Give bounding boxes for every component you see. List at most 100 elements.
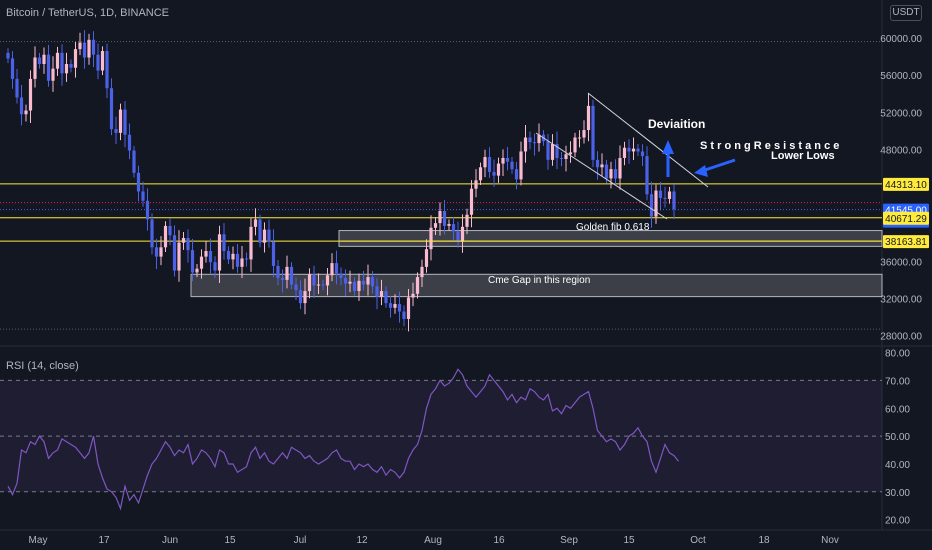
candle-series (6, 30, 676, 332)
candle-body (60, 52, 64, 74)
rsi-tick-label: 80.00 (885, 349, 910, 360)
candle-body (145, 200, 150, 220)
candle-body (442, 211, 447, 226)
price-tick-label: 60000.00 (880, 34, 922, 45)
deviation-label: Deviaition (648, 117, 705, 131)
candle-body (118, 109, 123, 133)
candle-body (568, 152, 573, 155)
candle-body (69, 64, 73, 68)
candle-body (55, 52, 60, 69)
time-tick-label: 17 (98, 535, 110, 546)
price-tick-label: 32000.00 (880, 294, 922, 305)
golden-fib-label: Golden fib 0.618 (576, 222, 650, 233)
candle-body (249, 226, 253, 260)
time-tick-label: 18 (758, 535, 770, 546)
candle-body (262, 229, 267, 243)
candle-body (154, 247, 159, 257)
candle-body (51, 68, 55, 81)
candle-body (253, 219, 258, 227)
candle-body (330, 263, 334, 276)
candle-body (271, 241, 276, 266)
candle-body (528, 137, 532, 143)
channel-lower-line[interactable] (535, 132, 668, 220)
time-tick-label: 15 (623, 535, 635, 546)
candle-body (613, 169, 618, 179)
candle-body (150, 219, 154, 248)
candle-body (622, 147, 627, 158)
candle-body (523, 137, 528, 152)
candle-body (411, 293, 415, 298)
price-tick-label: 36000.00 (880, 257, 922, 268)
candle-body (384, 291, 388, 304)
candle-body (298, 290, 303, 304)
candle-body (654, 190, 658, 217)
price-tag-text: 41545.00 (885, 206, 927, 217)
lower-lows-label: Lower Lows (771, 150, 835, 162)
candle-body (190, 250, 195, 273)
candle-body (361, 280, 366, 285)
candle-body (199, 256, 204, 269)
annotation-texts: Deviaition S t r o n g R e s i s t a n c … (488, 117, 839, 286)
candle-body (312, 274, 316, 286)
candle-body (505, 157, 510, 162)
resistance-arrow-head (694, 165, 708, 177)
price-tick-label: 28000.00 (880, 332, 922, 343)
candle-body (649, 194, 654, 217)
candle-body (276, 265, 280, 279)
candle-body (366, 277, 370, 285)
candle-body (195, 268, 199, 273)
candle-body (379, 291, 384, 297)
candle-body (402, 311, 406, 319)
time-tick-label: Aug (424, 535, 442, 546)
candle-body (559, 157, 564, 159)
candle-body (24, 110, 28, 115)
candle-body (204, 251, 208, 257)
candle-body (217, 234, 222, 271)
candle-body (663, 197, 667, 199)
rsi-tick-label: 60.00 (885, 404, 910, 415)
candle-body (375, 286, 379, 297)
price-axis: 28000.00 32000.00 36000.00 48000.00 52000.00… (880, 34, 922, 343)
candle-body (64, 64, 69, 74)
currency-badge[interactable]: USDT (890, 5, 922, 21)
candle-body (186, 238, 190, 251)
candle-body (15, 78, 19, 98)
candle-body (177, 242, 181, 271)
candle-body (181, 238, 186, 243)
candle-body (226, 251, 231, 260)
candle-body (258, 219, 262, 243)
candle-body (618, 157, 622, 179)
candle-body (339, 273, 343, 279)
candle-body (343, 278, 348, 284)
candle-body (28, 78, 33, 111)
candle-body (87, 39, 91, 58)
candle-body (289, 266, 294, 285)
candle-body (388, 303, 393, 308)
candle-body (334, 263, 339, 274)
channel-upper-line[interactable] (587, 92, 709, 188)
candle-body (532, 142, 537, 144)
candle-body (537, 134, 541, 144)
resistance-arrow-shaft[interactable] (701, 158, 736, 173)
candle-body (397, 304, 402, 312)
candle-body (100, 50, 105, 71)
time-tick-label: Jun (162, 535, 178, 546)
strong-resistance-label: S t r o n g R e s i s t a n c e (700, 140, 839, 152)
candle-body (172, 235, 177, 271)
time-tick-label: Oct (690, 535, 706, 546)
time-tick-label: 12 (356, 535, 368, 546)
candle-body (658, 190, 663, 198)
candle-body (208, 251, 213, 263)
rsi-pane: 80.00 70.00 60.00 50.00 40.00 30.00 20.00 (0, 349, 910, 527)
price-tag-text: 44313.10 (885, 180, 927, 191)
candle-body (406, 297, 411, 319)
candle-body (325, 275, 330, 286)
candle-body (492, 171, 496, 176)
price-tag-text: 40671.29 (885, 214, 927, 225)
level-price-tag (883, 211, 929, 225)
candle-body (456, 231, 460, 242)
golden-fib-zone[interactable] (338, 230, 883, 247)
candle-body (73, 49, 78, 68)
